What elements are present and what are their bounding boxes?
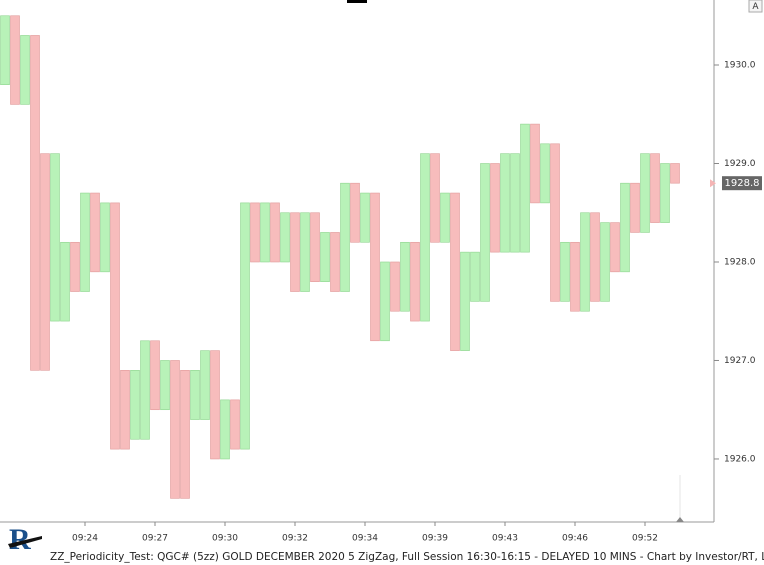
logo-swoosh	[8, 536, 42, 548]
price-box	[400, 241, 410, 312]
y-tick-label: 1929.0	[724, 159, 756, 169]
price-box	[290, 212, 300, 292]
price-box	[380, 261, 390, 342]
price-box	[600, 222, 610, 302]
last-price-arrow	[710, 179, 716, 188]
price-box	[590, 212, 600, 302]
price-box	[460, 251, 470, 351]
x-tick-label: 09:43	[492, 534, 518, 544]
price-box	[550, 143, 560, 302]
price-box	[620, 182, 630, 273]
price-box	[60, 241, 70, 322]
price-box	[450, 192, 460, 351]
logo-letter: R	[9, 523, 31, 556]
price-box	[660, 163, 670, 223]
price-box	[280, 212, 290, 263]
y-tick-label: 1930.0	[724, 61, 756, 71]
last-price-label: 1928.8	[725, 178, 760, 189]
price-box	[420, 153, 430, 322]
price-box	[300, 212, 310, 292]
x-tick-label: 09:24	[72, 534, 98, 544]
price-box	[230, 399, 240, 450]
price-box	[20, 35, 30, 105]
price-box	[180, 370, 190, 499]
footer: ZZ_Periodicity_Test: QGC# (5zz) GOLD DEC…	[50, 551, 764, 563]
price-box	[80, 192, 90, 292]
price-box	[240, 202, 250, 450]
price-box	[110, 202, 120, 450]
cursor-marker	[676, 517, 684, 522]
price-box	[310, 212, 320, 282]
price-box	[140, 340, 150, 440]
price-box	[610, 222, 620, 273]
scale-button-label[interactable]: A	[752, 2, 759, 12]
price-box	[200, 350, 210, 420]
y-tick-label: 1926.0	[724, 454, 756, 464]
price-box	[440, 192, 450, 243]
price-box	[330, 232, 340, 292]
price-box	[430, 153, 440, 243]
price-box	[10, 15, 20, 105]
price-box	[30, 35, 40, 371]
price-box	[270, 202, 280, 263]
top-marker	[347, 0, 367, 3]
price-box	[490, 163, 500, 253]
x-tick-label: 09:52	[632, 534, 658, 544]
x-tick-label: 09:30	[212, 534, 238, 544]
price-box	[510, 153, 520, 253]
price-box	[540, 143, 550, 204]
price-box	[370, 192, 380, 342]
price-box	[0, 15, 10, 86]
y-tick-label: 1928.0	[724, 257, 756, 267]
price-box	[650, 153, 660, 223]
price-box	[120, 370, 130, 450]
x-tick-label: 09:32	[282, 534, 308, 544]
price-box	[670, 163, 680, 184]
price-box	[530, 123, 540, 204]
price-box	[630, 182, 640, 233]
price-box	[320, 232, 330, 282]
last-price-box	[722, 176, 762, 191]
price-box	[70, 241, 80, 292]
price-box	[170, 360, 180, 499]
price-box	[470, 251, 480, 302]
y-tick-label: 1927.0	[724, 356, 756, 366]
price-box	[520, 123, 530, 253]
price-box	[580, 212, 590, 312]
price-box	[640, 153, 650, 233]
price-box	[90, 192, 100, 273]
scale-button[interactable]	[748, 0, 763, 13]
price-box	[350, 182, 360, 243]
price-box	[220, 399, 230, 460]
price-box	[360, 192, 370, 243]
price-box	[130, 370, 140, 440]
x-tick-label: 09:39	[422, 534, 448, 544]
price-box	[210, 350, 220, 460]
price-box	[250, 202, 260, 263]
price-box	[150, 340, 160, 411]
price-box	[50, 153, 60, 322]
price-box	[260, 202, 270, 263]
logo: R	[8, 523, 42, 556]
price-box	[410, 241, 420, 322]
x-tick-label: 09:46	[562, 534, 588, 544]
price-box	[160, 360, 170, 411]
x-tick-label: 09:34	[352, 534, 378, 544]
price-box	[480, 163, 490, 302]
price-box	[340, 182, 350, 292]
price-box	[190, 370, 200, 420]
price-box	[560, 241, 570, 302]
price-box	[500, 153, 510, 253]
price-box	[100, 202, 110, 273]
price-box	[570, 241, 580, 312]
price-box	[390, 261, 400, 312]
x-tick-label: 09:27	[142, 534, 168, 544]
price-box	[40, 153, 50, 371]
